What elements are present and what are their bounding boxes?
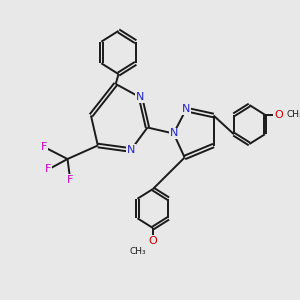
Text: O: O bbox=[148, 236, 157, 246]
Text: F: F bbox=[67, 175, 74, 185]
Text: N: N bbox=[136, 92, 145, 103]
Text: F: F bbox=[41, 142, 47, 152]
Text: CH₃: CH₃ bbox=[130, 248, 146, 256]
Text: N: N bbox=[127, 145, 135, 155]
Text: O: O bbox=[274, 110, 283, 120]
Text: CH₃: CH₃ bbox=[286, 110, 300, 119]
Text: N: N bbox=[169, 128, 178, 139]
Text: N: N bbox=[182, 104, 190, 115]
Text: F: F bbox=[45, 164, 51, 175]
